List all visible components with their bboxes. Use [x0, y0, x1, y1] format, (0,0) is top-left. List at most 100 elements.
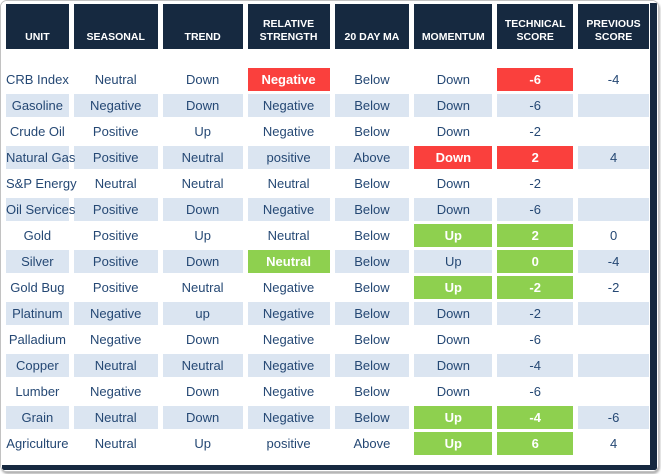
cell-seasonal: Positive — [73, 198, 158, 221]
table-bottom-border — [2, 465, 657, 470]
cell-unit: Silver — [6, 250, 69, 273]
blank-row-top — [6, 52, 649, 65]
cell-momentum: Down — [414, 328, 493, 351]
empty-cell — [497, 458, 574, 466]
cell-unit: Gold — [6, 224, 69, 247]
empty-cell — [162, 458, 243, 466]
cell-relative-strength: Neutral — [247, 172, 330, 195]
cell-momentum: Down — [414, 380, 493, 403]
table-row: Silver Positive Down Neutral Below Up 0 -4 — [6, 250, 649, 273]
table-row: Crude Oil Positive Up Negative Below Down -2 — [6, 120, 649, 143]
cell-technical-score: -6 — [497, 198, 574, 221]
column-header-previous-score: PREVIOUS SCORE — [578, 4, 649, 49]
cell-relative-strength: Neutral — [247, 250, 330, 273]
cell-20-day-ma: Below — [334, 68, 410, 91]
empty-cell — [247, 458, 330, 466]
empty-cell — [334, 458, 410, 466]
cell-unit: Platinum — [6, 302, 69, 325]
cell-seasonal: Negative — [73, 328, 158, 351]
table-row: Agriculture Neutral Up positive Above Up 6 4 — [6, 432, 649, 455]
empty-cell — [578, 52, 649, 65]
table-row: Oil Services Positive Down Negative Below Dow… — [6, 198, 649, 221]
cell-relative-strength: Negative — [247, 328, 330, 351]
cell-momentum: Down — [414, 302, 493, 325]
technical-score-table: UNIT SEASONAL TREND RELATIVE STRENGTH 20 DAY… — [1, 1, 654, 469]
cell-relative-strength: Negative — [247, 380, 330, 403]
cell-previous-score — [578, 120, 649, 143]
cell-momentum: Up — [414, 406, 493, 429]
cell-seasonal: Neutral — [73, 406, 158, 429]
table-header-row: UNIT SEASONAL TREND RELATIVE STRENGTH 20 DAY… — [6, 4, 649, 49]
cell-relative-strength: positive — [247, 432, 330, 455]
cell-seasonal: Negative — [73, 380, 158, 403]
table-row: Platinum Negative up Negative Below Down -2 — [6, 302, 649, 325]
cell-momentum: Up — [414, 276, 493, 299]
cell-unit: CRB Index — [6, 68, 69, 91]
cell-technical-score: 2 — [497, 224, 574, 247]
cell-relative-strength: Negative — [247, 354, 330, 377]
cell-momentum: Down — [414, 120, 493, 143]
cell-previous-score: -4 — [578, 68, 649, 91]
table-row: CRB Index Neutral Down Negative Below Down -6-… — [6, 68, 649, 91]
cell-technical-score: 2 — [497, 146, 574, 169]
cell-momentum: Down — [414, 146, 493, 169]
cell-momentum: Down — [414, 354, 493, 377]
cell-unit: Lumber — [6, 380, 69, 403]
cell-20-day-ma: Below — [334, 406, 410, 429]
cell-trend: Up — [162, 120, 243, 143]
cell-technical-score: -6 — [497, 328, 574, 351]
cell-relative-strength: Negative — [247, 302, 330, 325]
cell-trend: Down — [162, 198, 243, 221]
column-header-technical-score: TECHNICAL SCORE — [497, 4, 574, 49]
cell-20-day-ma: Below — [334, 276, 410, 299]
cell-previous-score — [578, 198, 649, 221]
cell-trend: Neutral — [162, 172, 243, 195]
cell-seasonal: Neutral — [73, 354, 158, 377]
table-row: Gold Bug Positive Neutral Negative Below Up -2… — [6, 276, 649, 299]
cell-previous-score — [578, 354, 649, 377]
cell-technical-score: 6 — [497, 432, 574, 455]
column-header-unit: UNIT — [6, 4, 69, 49]
column-header-relative-strength: RELATIVE STRENGTH — [247, 4, 330, 49]
empty-cell — [73, 52, 158, 65]
cell-technical-score: -6 — [497, 68, 574, 91]
cell-previous-score — [578, 172, 649, 195]
cell-20-day-ma: Below — [334, 354, 410, 377]
cell-20-day-ma: Below — [334, 250, 410, 273]
cell-20-day-ma: Below — [334, 120, 410, 143]
empty-cell — [414, 458, 493, 466]
cell-trend: Neutral — [162, 146, 243, 169]
cell-previous-score: -4 — [578, 250, 649, 273]
cell-unit: Gold Bug — [6, 276, 69, 299]
cell-momentum: Up — [414, 432, 493, 455]
empty-cell — [247, 52, 330, 65]
cell-unit: Palladium — [6, 328, 69, 351]
cell-technical-score: -2 — [497, 302, 574, 325]
cell-unit: Grain — [6, 406, 69, 429]
cell-trend: Down — [162, 68, 243, 91]
cell-momentum: Down — [414, 198, 493, 221]
cell-previous-score — [578, 380, 649, 403]
table-row: Grain Neutral Down Negative Below Up -4 -6 — [6, 406, 649, 429]
cell-unit: S&P Energy — [6, 172, 77, 195]
cell-seasonal: Positive — [73, 250, 158, 273]
cell-unit: Agriculture — [6, 432, 69, 455]
cell-relative-strength: Negative — [247, 276, 330, 299]
table-row: Lumber Negative Down Negative Below Down -6 — [6, 380, 649, 403]
cell-technical-score: -2 — [497, 172, 574, 195]
cell-20-day-ma: Below — [334, 94, 410, 117]
empty-cell — [497, 52, 574, 65]
cell-previous-score: 4 — [578, 146, 649, 169]
table-row: Palladium Negative Down Negative Below Down -6 — [6, 328, 649, 351]
cell-trend: Down — [162, 328, 243, 351]
cell-seasonal: Negative — [73, 94, 158, 117]
empty-cell — [414, 52, 493, 65]
cell-trend: Up — [162, 224, 243, 247]
cell-unit: Gasoline — [6, 94, 69, 117]
cell-relative-strength: positive — [247, 146, 330, 169]
cell-momentum: Up — [414, 224, 493, 247]
cell-technical-score: -4 — [497, 406, 574, 429]
cell-previous-score: -6 — [578, 406, 649, 429]
